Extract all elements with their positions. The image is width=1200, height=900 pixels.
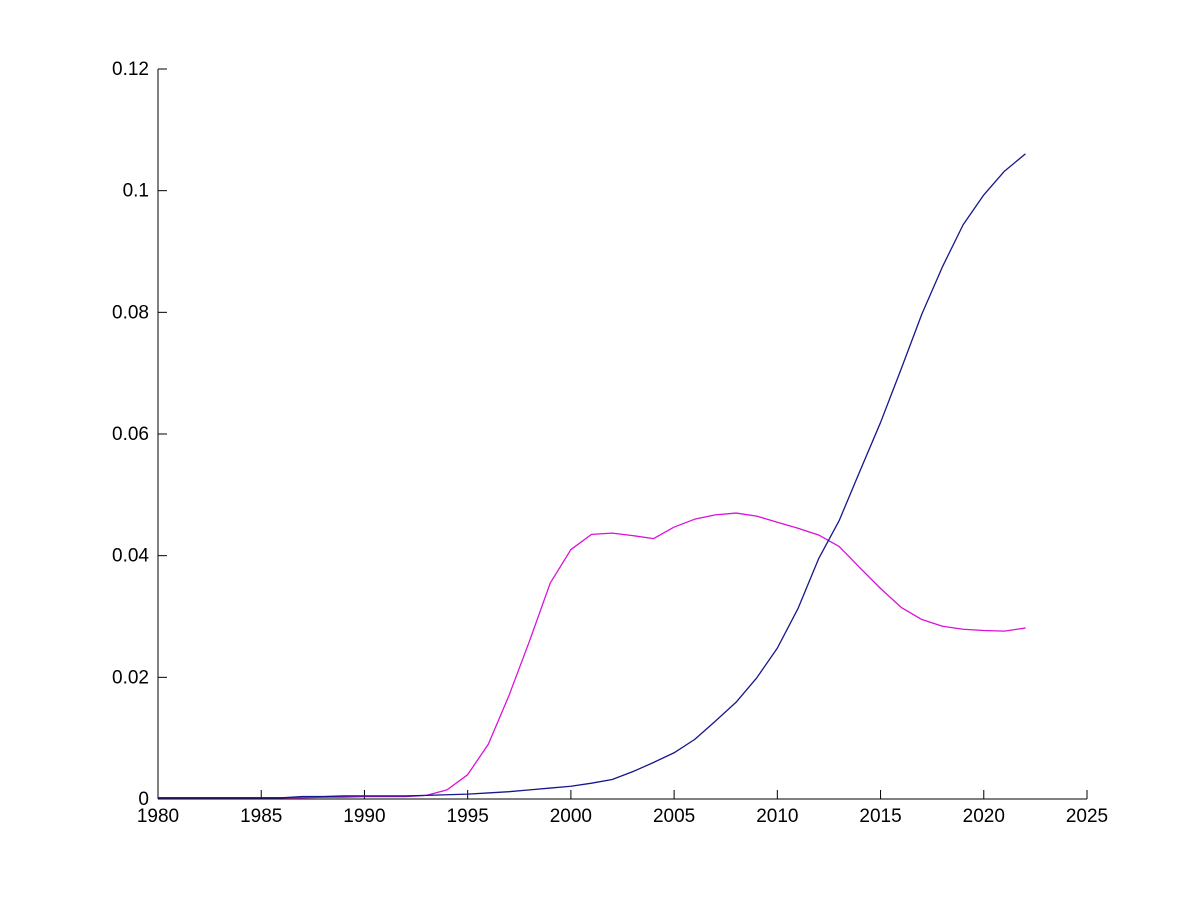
y-tick-label: 0.06 xyxy=(112,424,149,445)
y-tick-label: 0.1 xyxy=(123,181,149,202)
x-tick-label: 2000 xyxy=(550,806,592,827)
x-tick-label: 1995 xyxy=(447,806,489,827)
x-tick-label: 2005 xyxy=(653,806,695,827)
x-tick-label: 1985 xyxy=(240,806,282,827)
y-tick-label: 0 xyxy=(138,789,149,810)
y-tick-label: 0.12 xyxy=(112,59,149,80)
y-tick-label: 0.02 xyxy=(112,667,149,688)
y-tick-label: 0.08 xyxy=(112,302,149,323)
y-tick-label: 0.04 xyxy=(112,546,149,567)
x-tick-label: 2020 xyxy=(963,806,1005,827)
x-tick-label: 1990 xyxy=(343,806,385,827)
x-tick-label: 2015 xyxy=(859,806,901,827)
x-tick-label: 2025 xyxy=(1066,806,1108,827)
x-tick-label: 2010 xyxy=(756,806,798,827)
series-line-blue-series xyxy=(157,153,1026,799)
series-line-magenta-series xyxy=(157,512,1026,799)
x-tick-label: 1980 xyxy=(137,806,179,827)
